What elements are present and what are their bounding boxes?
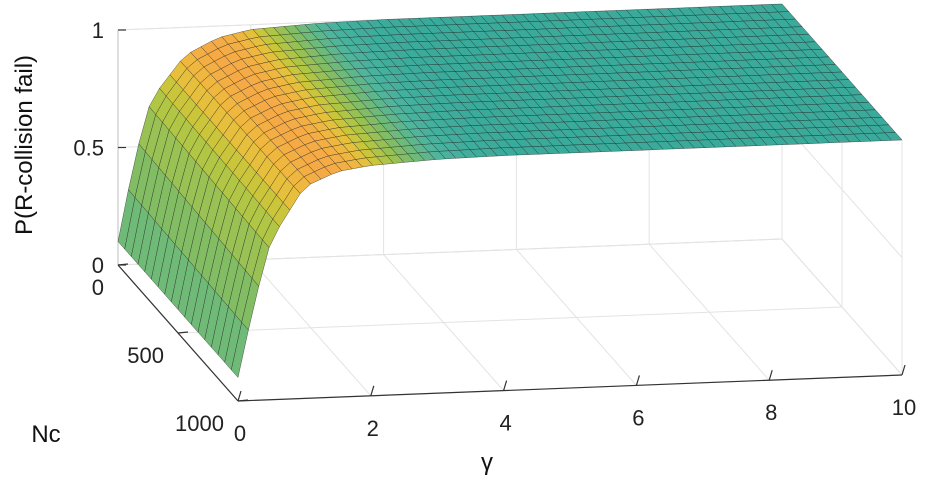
surface-layer (117, 3, 903, 378)
surface-patch (884, 132, 903, 141)
y-axis-label: Nc (31, 421, 60, 448)
x-tick-mark (768, 370, 773, 381)
y-tick-label: 1000 (175, 411, 224, 436)
x-tick-label: 6 (632, 405, 644, 430)
x-tick-mark (635, 375, 640, 386)
x-tick-label: 8 (765, 400, 777, 425)
x-tick-label: 4 (499, 411, 511, 436)
y-tick-label: 0 (92, 275, 104, 300)
x-tick-mark (901, 364, 906, 376)
z-tick-label: 0 (92, 253, 104, 278)
x-axis-label: γ (481, 449, 493, 476)
x-tick-mark (370, 385, 375, 396)
z-tick-label: 0.5 (73, 136, 104, 161)
y-tick-label: 500 (127, 343, 164, 368)
x-axis-line (237, 374, 903, 402)
gridline-floor-y (177, 306, 843, 334)
x-tick-mark (503, 380, 508, 391)
z-tick-label: 1 (92, 18, 104, 43)
x-tick-mark (237, 390, 242, 402)
x-tick-label: 0 (234, 421, 246, 446)
y-tick-mark (237, 399, 249, 402)
x-tick-label: 10 (892, 395, 916, 420)
z-axis-label: P(R-collision fail) (11, 55, 38, 235)
y-tick-mark (177, 331, 189, 334)
x-tick-label: 2 (367, 416, 379, 441)
ticks-layer: 0 2 4 6 8 10 0 500 1000 0 0.5 1 (73, 18, 916, 446)
